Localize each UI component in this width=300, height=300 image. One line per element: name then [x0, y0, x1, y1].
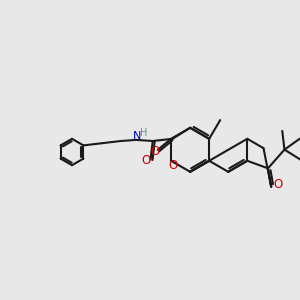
Text: O: O: [141, 154, 150, 167]
Text: O: O: [274, 178, 283, 191]
Text: O: O: [150, 145, 160, 158]
Text: N: N: [133, 131, 141, 141]
Text: O: O: [169, 159, 178, 172]
Text: H: H: [140, 128, 147, 138]
